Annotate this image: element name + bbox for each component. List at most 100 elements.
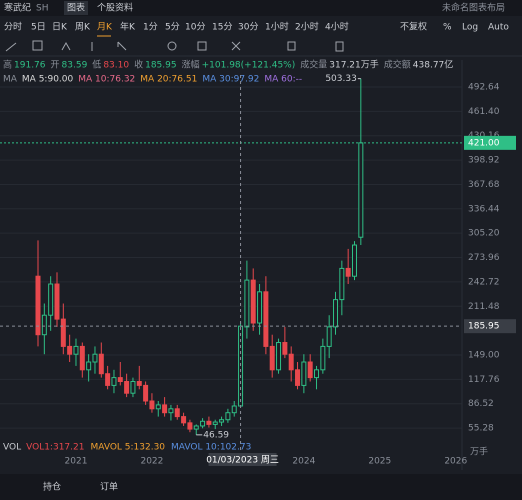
candle-body bbox=[67, 345, 73, 355]
tool-circle[interactable] bbox=[167, 41, 177, 51]
tool-rect[interactable] bbox=[32, 40, 43, 51]
period[interactable]: 10分 bbox=[185, 22, 205, 33]
period[interactable]: 4小时 bbox=[325, 21, 349, 33]
vol-value: MAVOL 10:102.73 bbox=[171, 443, 251, 453]
candle-body bbox=[54, 283, 60, 320]
option[interactable]: % bbox=[443, 23, 452, 33]
period[interactable]: 1小时 bbox=[265, 21, 289, 33]
candle-body bbox=[200, 420, 206, 427]
tool-lock[interactable] bbox=[287, 41, 296, 51]
period[interactable]: 30分 bbox=[238, 22, 258, 33]
tool-path[interactable] bbox=[61, 41, 71, 51]
y-tick-label: 211.48 bbox=[468, 302, 500, 312]
period[interactable]: 1分 bbox=[143, 22, 158, 33]
tool-cross[interactable] bbox=[231, 41, 241, 51]
high-annotation: 503.33 bbox=[325, 74, 357, 84]
candle-body bbox=[92, 353, 98, 363]
quote-value: +101.98(+121.45%) bbox=[202, 61, 296, 71]
candle-body bbox=[333, 299, 339, 328]
tool-box[interactable] bbox=[197, 41, 207, 51]
period[interactable]: 2小时 bbox=[295, 21, 319, 33]
candle-body bbox=[193, 425, 199, 430]
bottom-tab[interactable]: 持仓 bbox=[43, 481, 61, 493]
candle-body bbox=[149, 400, 155, 410]
ma-value: MA 20:76.51 bbox=[140, 75, 197, 85]
y-tick-label: 367.68 bbox=[468, 180, 500, 190]
candle-body bbox=[117, 377, 123, 383]
candle-body bbox=[288, 353, 294, 371]
quote-label: 开 bbox=[51, 60, 60, 71]
period[interactable]: 年K bbox=[120, 21, 136, 33]
candle-body bbox=[307, 361, 313, 379]
tab[interactable]: 图表 bbox=[67, 2, 85, 14]
layout-name[interactable]: 未命名图表布局 bbox=[442, 2, 505, 14]
ma-value: MA 60:-- bbox=[264, 75, 302, 85]
vol-label: VOL bbox=[3, 443, 21, 453]
quote-value: 191.76 bbox=[14, 61, 46, 71]
y-tick-label: 273.96 bbox=[468, 253, 500, 263]
y-tick-label: 149.00 bbox=[468, 350, 500, 360]
option[interactable]: Auto bbox=[488, 23, 509, 33]
quote-label: 低 bbox=[92, 59, 101, 71]
candle-body bbox=[48, 283, 54, 316]
bottom-tab[interactable]: 订单 bbox=[100, 481, 118, 493]
quote-label: 成交额 bbox=[384, 59, 411, 71]
crosshair-price: 185.95 bbox=[468, 322, 500, 332]
tool-arrow[interactable] bbox=[117, 41, 127, 51]
candle-body bbox=[60, 318, 66, 347]
tab-active[interactable] bbox=[64, 1, 88, 15]
period[interactable]: 分时 bbox=[4, 21, 22, 33]
period[interactable]: 5日 bbox=[31, 22, 46, 33]
candle-body bbox=[244, 279, 250, 328]
x-tick-label: 2026 bbox=[444, 457, 467, 467]
candle-body bbox=[263, 291, 269, 347]
quote-label: 成交量 bbox=[300, 59, 327, 71]
candle-body bbox=[250, 279, 256, 324]
candle-body bbox=[105, 373, 111, 386]
candle-body bbox=[345, 267, 351, 277]
tool-trash[interactable] bbox=[335, 41, 344, 52]
candle-body bbox=[124, 381, 130, 394]
option[interactable]: 不复权 bbox=[400, 21, 427, 33]
candle-body bbox=[155, 404, 161, 410]
y-tick-label: 305.20 bbox=[468, 229, 500, 239]
candle-body bbox=[111, 377, 117, 386]
candle-body bbox=[206, 420, 212, 425]
candle-body bbox=[269, 345, 275, 371]
candle-body bbox=[276, 342, 282, 371]
period[interactable]: 周K bbox=[75, 22, 91, 33]
low-annotation: 46.59 bbox=[203, 430, 229, 440]
candle-body bbox=[187, 422, 193, 430]
y-tick-label: 55.28 bbox=[468, 424, 494, 434]
x-tick-label: 2021 bbox=[65, 457, 88, 467]
y-tick-label: 117.76 bbox=[468, 375, 500, 385]
quote-value: 83.59 bbox=[62, 61, 88, 71]
candle-body bbox=[162, 404, 168, 414]
period[interactable]: 日K bbox=[52, 22, 68, 33]
period[interactable]: 5分 bbox=[165, 22, 180, 33]
y-tick-label: 461.40 bbox=[468, 107, 500, 117]
candle-body bbox=[301, 361, 307, 386]
period[interactable]: 15分 bbox=[212, 22, 232, 33]
crosshair-date: 01/03/2023 周三 bbox=[206, 455, 279, 466]
option[interactable]: Log bbox=[462, 23, 478, 33]
candle-body bbox=[339, 267, 345, 301]
vol-unit: 万手 bbox=[470, 446, 488, 458]
period[interactable]: 月K bbox=[97, 22, 113, 33]
stock-name: 寒武纪 bbox=[4, 2, 31, 14]
candle-body bbox=[212, 421, 218, 425]
tool-line[interactable] bbox=[5, 42, 17, 52]
quote-label: 涨幅 bbox=[182, 59, 200, 71]
quote-label: 收 bbox=[134, 59, 143, 71]
tab[interactable]: 个股资料 bbox=[97, 2, 133, 14]
quote-value: 83.10 bbox=[103, 61, 129, 71]
candle-body bbox=[130, 381, 136, 394]
candle-body bbox=[326, 326, 332, 347]
candle-body bbox=[219, 419, 225, 423]
ma-label: MA bbox=[3, 75, 18, 85]
candle-body bbox=[136, 381, 142, 386]
candle-body bbox=[143, 384, 149, 402]
x-tick-label: 2022 bbox=[140, 457, 163, 467]
candle-body bbox=[168, 408, 174, 414]
